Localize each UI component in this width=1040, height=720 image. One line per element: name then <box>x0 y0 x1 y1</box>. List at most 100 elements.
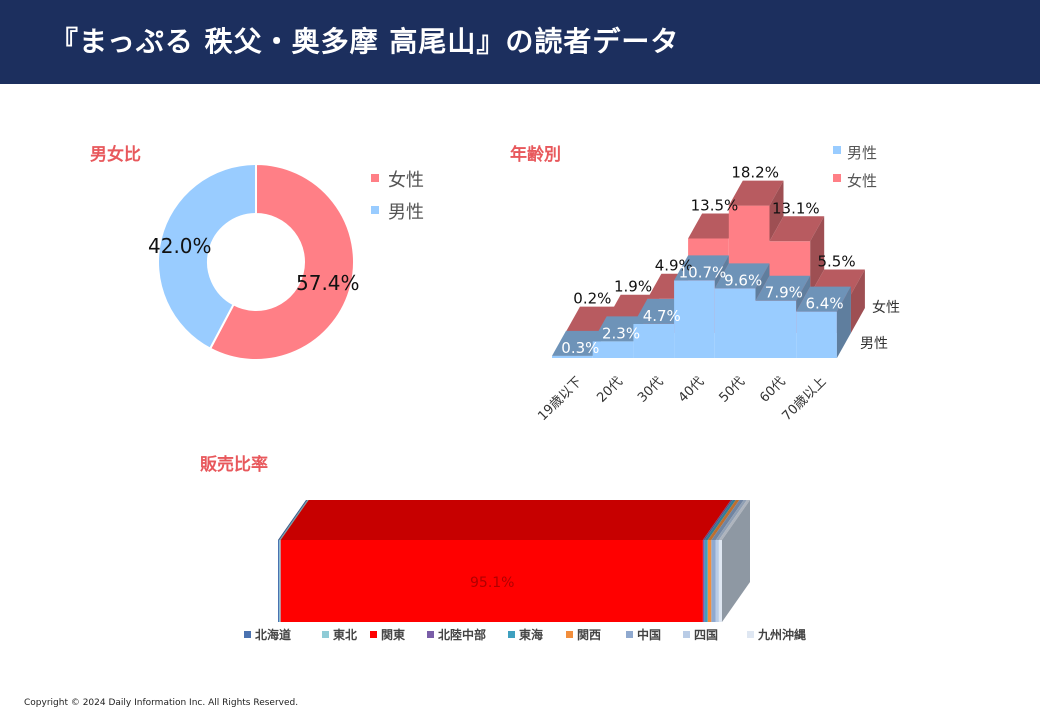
bar-female-data-label: 13.5% <box>691 197 739 215</box>
share-segment-top <box>715 500 747 540</box>
donut-data-label: 42.0% <box>148 234 212 258</box>
legend-marker <box>371 206 379 214</box>
bar-male-front <box>592 341 634 358</box>
share-segment-front <box>278 540 280 622</box>
legend-label: 九州沖縄 <box>757 627 806 642</box>
legend-marker <box>683 631 690 638</box>
legend-marker <box>427 631 434 638</box>
legend-marker <box>322 631 329 638</box>
legend-marker <box>508 631 515 638</box>
share-segment-top <box>707 500 740 540</box>
bar-male-front <box>714 288 756 358</box>
share-segment-front <box>718 540 722 622</box>
share-segment-top <box>711 500 744 540</box>
copyright-text: Copyright © 2024 Daily Information Inc. … <box>24 698 299 708</box>
legend-label: 関東 <box>381 627 405 642</box>
share-segment-side <box>722 500 750 622</box>
legend-label: 中国 <box>637 627 661 642</box>
bar-male-front <box>633 323 675 358</box>
legend-label: 男性 <box>847 144 877 162</box>
legend-label: 北海道 <box>255 627 291 642</box>
gender-chart-title: 男女比 <box>90 145 141 165</box>
bar-male-data-label: 0.3% <box>561 339 599 357</box>
share-segment-top <box>278 500 308 540</box>
donut-slice-male <box>157 162 257 350</box>
bar-male-side <box>796 275 811 312</box>
age-category-label: 19歳以下 <box>535 374 585 424</box>
header-bar: 『まっぷる 秩父・奥多摩 高尾山』の読者データ <box>0 0 1040 84</box>
share-segment-front <box>715 540 719 622</box>
legend-label: 関西 <box>577 628 601 642</box>
bar-male-top <box>755 275 811 301</box>
share-segment-front <box>702 540 705 622</box>
sales-chart-title: 販売比率 <box>200 455 268 475</box>
bar-male-side <box>755 263 770 301</box>
legend-marker <box>566 631 573 638</box>
bar-male-data-label: 7.9% <box>765 284 803 302</box>
age-category-label: 70歳以上 <box>779 374 829 424</box>
bar-male-front <box>674 280 715 358</box>
legend-marker <box>833 146 841 154</box>
share-segment-top <box>279 500 309 540</box>
share-segment-front <box>704 540 708 622</box>
age-category-label: 60代 <box>757 374 788 405</box>
legend-label: 北陸中部 <box>438 627 486 642</box>
share-segment-front <box>707 540 712 622</box>
age-category-label: 40代 <box>676 374 707 405</box>
bar-female-top <box>728 180 784 206</box>
bar-male-top <box>796 286 851 312</box>
bar-male-side <box>714 255 729 289</box>
share-segment-top <box>702 500 733 540</box>
bar-female-top <box>769 216 825 242</box>
share-segment-front <box>711 540 716 622</box>
legend-label: 東北 <box>333 627 357 642</box>
bar-male-top <box>674 255 729 281</box>
legend-marker <box>626 631 633 638</box>
bar-male-data-label: 2.3% <box>602 324 640 342</box>
share-segment-front <box>280 540 703 622</box>
bar-male-data-label: 4.7% <box>643 307 681 325</box>
legend-label: 四国 <box>694 628 718 642</box>
bar-female-data-label: 18.2% <box>731 164 779 182</box>
legend-marker <box>244 631 251 638</box>
legend-marker <box>747 631 754 638</box>
bar-male-data-label: 6.4% <box>805 295 843 313</box>
age-chart-title: 年齢別 <box>510 145 561 165</box>
share-data-label: 95.1% <box>470 575 514 591</box>
bar-female-data-label: 4.9% <box>655 257 693 275</box>
bar-female-data-label: 0.2% <box>573 290 611 308</box>
legend-marker <box>833 174 841 182</box>
bar-female-data-label: 5.5% <box>817 253 855 271</box>
bar-female-data-label: 1.9% <box>614 278 652 296</box>
bar-male-front <box>552 355 593 358</box>
bar-male-side <box>836 286 851 358</box>
series-depth-label: 女性 <box>872 299 900 316</box>
page-title: 『まっぷる 秩父・奥多摩 高尾山』の読者データ <box>50 25 680 58</box>
bar-male-data-label: 9.6% <box>724 271 762 289</box>
share-segment-top <box>718 500 750 540</box>
bar-male-top <box>714 263 770 289</box>
donut-data-label: 57.4% <box>296 271 360 295</box>
series-depth-label: 男性 <box>860 336 888 352</box>
bar-male-front <box>796 311 837 358</box>
bar-male-data-label: 10.7% <box>679 263 727 281</box>
age-category-label: 20代 <box>594 374 625 405</box>
legend-label: 男性 <box>388 202 424 223</box>
share-segment-front <box>279 540 281 622</box>
legend-label: 女性 <box>847 172 877 190</box>
legend-marker <box>371 174 379 182</box>
bar-male-front <box>755 300 797 358</box>
legend-marker <box>370 631 377 638</box>
bar-female-data-label: 13.1% <box>772 199 820 217</box>
bar-female-side <box>769 180 784 242</box>
bar-female-side <box>850 269 865 333</box>
bar-female-side <box>810 216 825 295</box>
share-segment-top <box>704 500 736 540</box>
age-category-label: 50代 <box>716 374 747 405</box>
legend-label: 東海 <box>519 627 543 642</box>
share-segment-top <box>280 500 731 540</box>
age-category-label: 30代 <box>635 374 666 405</box>
donut-slice-female <box>208 162 355 361</box>
legend-label: 女性 <box>388 170 424 191</box>
